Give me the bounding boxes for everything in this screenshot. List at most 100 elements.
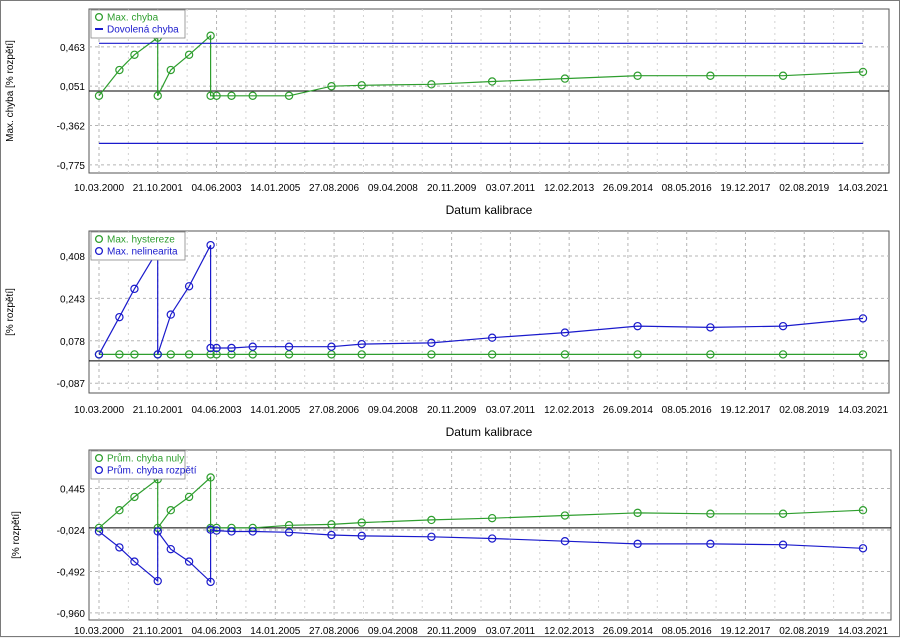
- x-tick-label: 08.05.2016: [662, 183, 712, 194]
- data-point: [184, 50, 194, 59]
- data-point: [858, 350, 868, 359]
- x-tick-label: 26.09.2014: [603, 626, 653, 637]
- x-tick-label: 02.08.2019: [779, 626, 829, 637]
- x-tick-label: 14.03.2021: [838, 626, 888, 637]
- x-tick-label: 03.07.2011: [486, 183, 536, 194]
- data-point: [327, 530, 336, 540]
- x-tick-label: 12.02.2013: [544, 405, 594, 416]
- data-point: [248, 91, 257, 100]
- x-tick-label: 12.02.2013: [544, 626, 594, 637]
- data-point: [327, 82, 336, 91]
- data-point: [94, 527, 104, 536]
- data-point: [357, 350, 366, 359]
- x-tick-label: 14.01.2005: [250, 405, 300, 416]
- x-tick-label: 10.03.2000: [74, 183, 124, 194]
- data-point: [778, 71, 788, 80]
- data-point: [115, 350, 124, 359]
- data-point: [166, 544, 175, 554]
- y-axis-label: [% rozpětí]: [5, 288, 16, 336]
- legend-label: Dovolená chyba: [107, 25, 179, 36]
- series-line: [98, 34, 864, 97]
- data-point: [560, 350, 570, 359]
- y-tick-label: 0,078: [60, 337, 85, 348]
- series-line: [98, 476, 864, 530]
- data-point: [166, 65, 175, 75]
- data-point: [327, 342, 336, 351]
- x-tick-label: 27.08.2006: [309, 626, 359, 637]
- data-point: [858, 506, 868, 515]
- data-point: [706, 539, 715, 549]
- data-point: [166, 506, 175, 515]
- data-point: [284, 528, 294, 537]
- data-point: [560, 511, 570, 520]
- y-tick-label: -0,362: [57, 122, 86, 133]
- data-point: [184, 557, 194, 566]
- x-tick-label: 09.04.2008: [368, 405, 418, 416]
- data-point: [130, 284, 139, 294]
- data-point: [115, 506, 124, 515]
- data-point: [227, 350, 236, 359]
- data-point: [706, 71, 715, 80]
- series-line: [98, 529, 864, 584]
- data-point: [427, 350, 436, 359]
- x-tick-label: 03.07.2011: [486, 405, 536, 416]
- data-point: [212, 343, 221, 353]
- data-point: [487, 77, 497, 86]
- data-point: [560, 328, 570, 337]
- data-point: [206, 577, 215, 587]
- legend-swatch: [94, 465, 104, 475]
- y-axis-label: [% rozpětí]: [11, 511, 22, 559]
- x-axis-label: Datum kalibrace: [446, 425, 533, 439]
- x-axis-label: Datum kalibrace: [446, 203, 533, 217]
- legend-box: [90, 231, 186, 261]
- x-tick-label: 02.08.2019: [779, 405, 829, 416]
- data-point: [184, 350, 194, 359]
- data-point: [206, 343, 215, 353]
- data-point: [130, 50, 139, 59]
- x-tick-label: 20.11.2009: [427, 183, 477, 194]
- legend-swatch: [94, 453, 104, 463]
- data-point: [153, 350, 162, 359]
- data-point: [227, 527, 236, 536]
- data-point: [227, 343, 236, 353]
- y-tick-label: -0,024: [57, 526, 86, 537]
- data-point: [115, 65, 124, 75]
- data-point: [633, 539, 642, 549]
- plot-area: [88, 230, 890, 394]
- data-point: [166, 310, 175, 319]
- data-point: [284, 91, 294, 100]
- data-point: [427, 515, 436, 525]
- data-point: [560, 536, 570, 546]
- data-point: [227, 91, 236, 100]
- data-point: [858, 314, 868, 323]
- data-point: [184, 282, 194, 291]
- y-tick-label: 0,445: [60, 485, 85, 496]
- y-tick-label: -0,087: [57, 379, 86, 390]
- data-point: [115, 543, 124, 552]
- data-point: [206, 31, 215, 40]
- data-point: [487, 534, 497, 543]
- data-point: [94, 91, 104, 100]
- data-point: [427, 338, 436, 348]
- x-tick-label: 21.10.2001: [133, 183, 183, 194]
- data-point: [153, 527, 162, 536]
- data-point: [357, 339, 366, 349]
- data-point: [778, 509, 788, 518]
- series-2: [94, 240, 868, 359]
- legend-label: Max. hystereze: [107, 235, 175, 246]
- data-point: [327, 520, 336, 529]
- data-point: [487, 350, 497, 359]
- legend-swatch: [94, 234, 104, 244]
- y-tick-label: -0,492: [57, 567, 86, 578]
- x-tick-label: 14.03.2021: [838, 183, 888, 194]
- y-tick-label: -0,775: [57, 161, 86, 172]
- series-1: [94, 473, 868, 533]
- legend-box: [90, 450, 186, 480]
- x-tick-label: 03.07.2011: [486, 626, 536, 637]
- data-point: [706, 350, 715, 359]
- x-tick-label: 26.09.2014: [603, 405, 653, 416]
- data-point: [206, 473, 215, 482]
- data-point: [130, 557, 139, 566]
